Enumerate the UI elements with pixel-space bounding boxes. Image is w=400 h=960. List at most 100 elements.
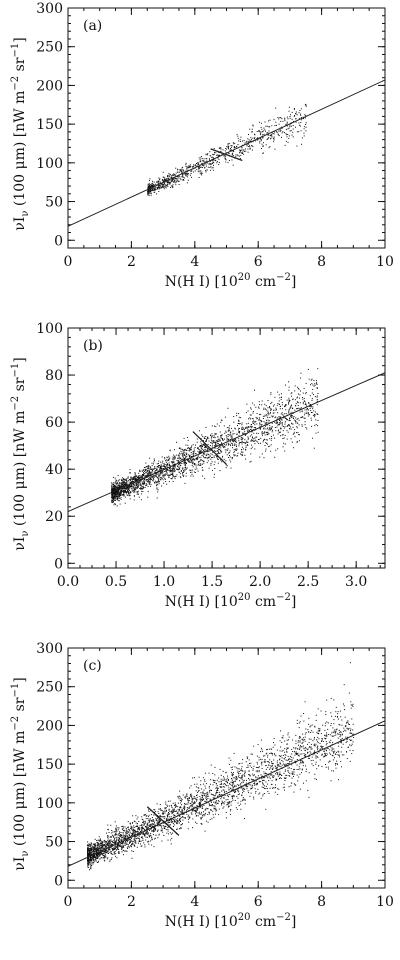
scatter-point (302, 398, 304, 400)
scatter-point (199, 172, 201, 174)
scatter-point (208, 805, 210, 807)
scatter-point (312, 384, 314, 386)
scatter-point (171, 461, 173, 463)
scatter-point (115, 834, 117, 835)
scatter-point (168, 462, 170, 464)
scatter-point (280, 413, 282, 415)
scatter-point (268, 429, 270, 431)
scatter-point (160, 479, 162, 481)
scatter-point (196, 438, 198, 440)
scatter-point (100, 849, 102, 851)
scatter-point (281, 402, 283, 403)
scatter-point (269, 406, 271, 407)
scatter-point (116, 498, 118, 500)
scatter-point (280, 773, 282, 775)
scatter-point (242, 437, 244, 439)
scatter-point (184, 467, 186, 469)
scatter-point (157, 481, 159, 483)
scatter-point (290, 393, 292, 395)
scatter-point (200, 156, 202, 157)
scatter-point (316, 400, 318, 402)
scatter-point (194, 459, 196, 461)
scatter-point (131, 479, 133, 481)
scatter-point (190, 456, 192, 457)
scatter-point (316, 740, 318, 742)
scatter-point (209, 450, 211, 452)
scatter-point (210, 436, 212, 438)
scatter-point (208, 772, 210, 774)
scatter-point (174, 471, 176, 473)
scatter-point (296, 426, 298, 428)
scatter-point (350, 745, 352, 747)
scatter-point (244, 434, 246, 436)
scatter-point (158, 833, 160, 835)
scatter-point (311, 398, 313, 400)
scatter-point (306, 413, 308, 414)
scatter-point (117, 494, 119, 496)
scatter-point (277, 448, 279, 450)
scatter-point (161, 829, 163, 831)
scatter-point (172, 179, 174, 181)
scatter-point (265, 425, 266, 427)
scatter-point (200, 456, 202, 458)
scatter-point (119, 487, 121, 489)
scatter-point (133, 491, 135, 493)
scatter-point (291, 422, 292, 424)
scatter-point (205, 440, 207, 442)
scatter-point (263, 777, 264, 779)
scatter-point (165, 481, 167, 482)
scatter-point (145, 469, 147, 471)
scatter-point (158, 478, 160, 480)
scatter-point (333, 770, 334, 772)
scatter-point (152, 184, 154, 186)
scatter-point (166, 809, 167, 811)
scatter-point (134, 477, 136, 479)
scatter-point (129, 487, 131, 489)
scatter-point (114, 498, 116, 500)
scatter-point (224, 150, 226, 152)
scatter-point (160, 187, 162, 189)
scatter-point (339, 739, 341, 741)
scatter-point (331, 743, 333, 745)
scatter-point (212, 160, 214, 162)
scatter-point (202, 460, 204, 462)
scatter-point (118, 486, 120, 488)
scatter-point (135, 482, 137, 484)
scatter-point (235, 444, 237, 446)
scatter-point (159, 184, 161, 186)
scatter-point (301, 425, 303, 427)
scatter-point (134, 473, 136, 475)
scatter-point (298, 419, 300, 421)
scatter-point (244, 434, 246, 436)
scatter-point (165, 803, 167, 805)
scatter-point (174, 470, 176, 472)
scatter-point (271, 125, 273, 127)
scatter-point (148, 186, 150, 188)
scatter-point (268, 433, 270, 435)
scatter-point (160, 185, 162, 187)
y-tick-label: 250 (36, 40, 63, 56)
scatter-point (315, 419, 317, 421)
scatter-point (195, 464, 197, 466)
scatter-point (270, 392, 272, 394)
scatter-point (125, 491, 127, 493)
scatter-point (129, 494, 131, 496)
scatter-point (170, 185, 172, 187)
scatter-point (292, 131, 294, 133)
scatter-point (143, 473, 145, 475)
scatter-point (316, 395, 318, 397)
scatter-point (119, 482, 121, 484)
scatter-point (267, 400, 269, 401)
scatter-point (291, 395, 292, 397)
scatter-point (118, 494, 120, 496)
scatter-point (169, 467, 171, 469)
scatter-point (293, 108, 295, 109)
scatter-point (225, 161, 227, 163)
scatter-point (132, 480, 134, 482)
scatter-point (166, 178, 168, 179)
scatter-point (227, 442, 229, 444)
scatter-point (298, 434, 300, 435)
scatter-point (180, 460, 182, 462)
scatter-point (282, 434, 284, 436)
scatter-point (134, 478, 136, 480)
